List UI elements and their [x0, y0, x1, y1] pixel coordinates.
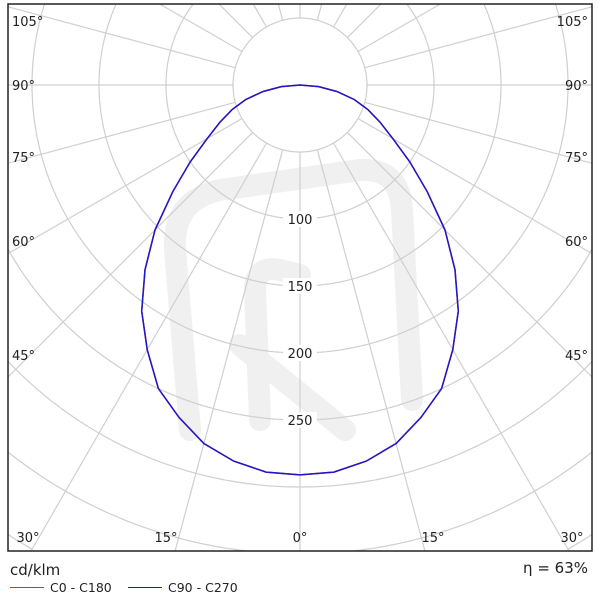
angle-label-left: 75°: [12, 151, 35, 166]
efficiency-label: η = 63%: [523, 559, 588, 577]
angle-label-left: 105°: [12, 15, 43, 30]
ring-gridline: [7, 361, 593, 488]
legend-label: C90 - C270: [168, 580, 238, 595]
ring-gridline: [232, 17, 368, 153]
radial-gridline: [316, 3, 323, 21]
radial-gridline: [364, 101, 593, 164]
polar-grid: [7, 3, 593, 552]
angle-label-right: 105°: [557, 15, 588, 30]
angle-label-bottom: 15°: [154, 531, 177, 546]
intensity-curves: [140, 84, 460, 476]
radial-gridline: [7, 6, 236, 69]
legend-line-blue: [128, 587, 162, 588]
ring-gridline: [7, 451, 247, 552]
unit-label: cd/klm: [10, 561, 61, 579]
radial-gridline: [218, 3, 254, 39]
radial-gridline: [332, 3, 348, 28]
radial-gridline: [332, 142, 570, 552]
legend-item-c90-c270: C90 - C270: [128, 580, 238, 595]
radial-gridline: [277, 3, 284, 21]
radial-gridline: [30, 142, 268, 552]
angle-label-left: 45°: [12, 349, 35, 364]
radial-gridline: [7, 131, 254, 378]
radial-gridline: [364, 6, 593, 69]
radial-tick-label: 100: [288, 213, 313, 228]
radial-tick-label: 250: [288, 414, 313, 429]
tick-label-bg: [283, 211, 317, 227]
radial-gridline: [7, 117, 243, 255]
series-curve-c90-c270: [140, 84, 460, 476]
legend-line-red: [10, 587, 44, 588]
angle-label-left: 90°: [12, 79, 35, 94]
legend-item-c0-c180: C0 - C180: [10, 580, 112, 595]
watermark-logo: [163, 158, 423, 441]
radial-tick-labels: 100 150 200 250: [283, 211, 317, 429]
chart-frame: [7, 3, 593, 552]
radial-gridline: [252, 3, 268, 28]
angle-label-bottom: 30°: [560, 531, 583, 546]
tick-label-bg: [283, 412, 317, 428]
radial-gridline: [174, 149, 284, 552]
radial-tick-label: 200: [288, 347, 313, 362]
angle-labels: 105° 90° 75° 60° 45° 105° 90° 75° 60° 45° 30° 15° 0°…: [12, 15, 588, 546]
radial-gridline: [7, 101, 236, 164]
tick-label-bg: [283, 345, 317, 361]
radial-gridline: [159, 3, 243, 53]
radial-tick-label: 150: [288, 280, 313, 295]
legend-label: C0 - C180: [50, 580, 112, 595]
angle-label-bottom: 30°: [16, 531, 39, 546]
angle-label-right: 90°: [565, 79, 588, 94]
angle-label-bottom: 15°: [421, 531, 444, 546]
radial-gridline: [357, 3, 441, 53]
angle-label-right: 75°: [565, 151, 588, 166]
radial-gridline: [316, 149, 426, 552]
radial-gridline: [346, 3, 382, 39]
angle-label-left: 60°: [12, 235, 35, 250]
angle-label-right: 60°: [565, 235, 588, 250]
ring-gridline: [7, 534, 33, 550]
angle-label-right: 45°: [565, 349, 588, 364]
radial-gridline: [346, 131, 593, 378]
tick-label-bg: [283, 278, 317, 294]
ring-gridline: [567, 534, 593, 550]
radial-gridline: [357, 117, 593, 255]
ring-gridline: [353, 451, 593, 552]
angle-label-bottom: 0°: [293, 531, 308, 546]
